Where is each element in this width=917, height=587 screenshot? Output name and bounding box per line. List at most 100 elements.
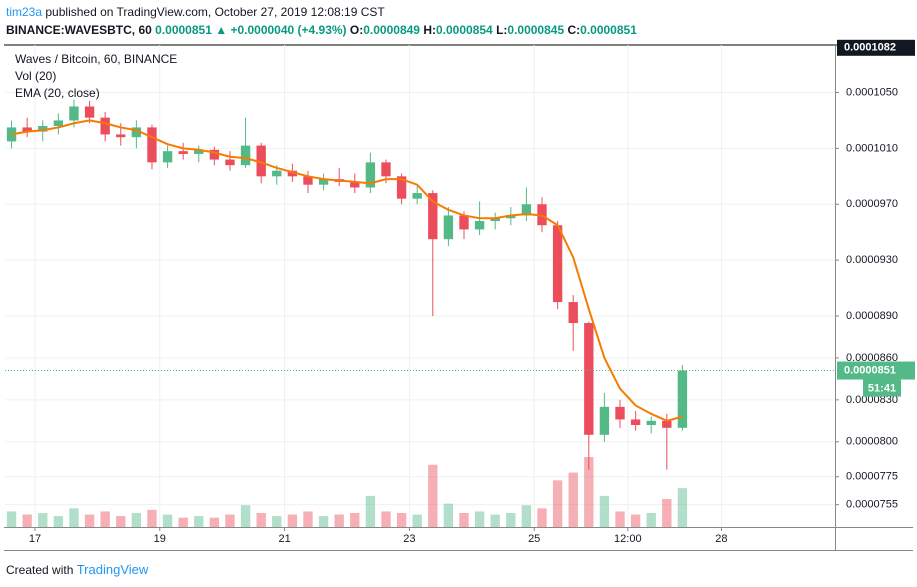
volume-bar [334, 514, 344, 527]
volume-bar [303, 511, 313, 527]
candle-body [53, 120, 64, 127]
candle-body [287, 170, 298, 177]
candle-body [568, 302, 578, 324]
candle-body [225, 159, 235, 166]
countdown-box [863, 379, 901, 397]
volume-bar [178, 517, 188, 527]
volume-bar [552, 480, 563, 527]
candle-body [521, 204, 532, 216]
y-tick-label: 0.0001010 [846, 142, 898, 154]
x-tick-label: 12:00 [614, 533, 642, 545]
volume-bar [521, 505, 532, 527]
candle-body [365, 162, 376, 188]
y-tick-label: 0.0000930 [846, 254, 898, 266]
volume-bar [365, 495, 376, 527]
candle-body [584, 323, 594, 435]
l-label: L: [496, 23, 508, 37]
candle-body [396, 176, 407, 199]
volume-bar [662, 499, 672, 527]
last-price-box [837, 361, 915, 380]
volume-bar [240, 505, 251, 527]
volume-bar [459, 513, 469, 527]
author[interactable]: tim23a [6, 5, 43, 19]
volume-bar [584, 457, 594, 527]
chart: 0.0001050 0.0001010 0.0000970 0.0000930 0.00… [4, 39, 915, 551]
candle-body [38, 126, 48, 132]
candle-body [552, 225, 563, 303]
price: 0.0000851 [155, 23, 212, 37]
volume-bar [443, 503, 454, 527]
change: +0.0000040 (+4.93%) [230, 23, 347, 37]
candle-body [22, 127, 32, 132]
y-tick-label: 0.0000800 [846, 436, 898, 448]
volume-bar [131, 513, 142, 527]
volume-bar [630, 514, 641, 527]
volume-bar [646, 513, 656, 527]
volume-bar [194, 516, 204, 527]
h: 0.0000854 [435, 23, 493, 37]
volume-bar [599, 495, 610, 527]
volume-bar [677, 488, 688, 527]
candle-body [381, 162, 391, 177]
ema-legend: EMA (20, close) [15, 86, 100, 100]
candle-body [209, 149, 220, 160]
y-tick-label: 0.0000755 [846, 499, 898, 511]
candle-body [131, 127, 142, 138]
candle-body [646, 420, 656, 426]
high-marker-box [837, 39, 915, 56]
candle-body [443, 215, 454, 240]
volume-bar [53, 516, 64, 527]
candle-body [162, 151, 173, 163]
volume-bar [615, 511, 625, 527]
volume-bar [84, 514, 95, 527]
ohlc-line: BINANCE:WAVESBTC, 60 0.0000851 ▲ +0.0000… [6, 23, 637, 37]
y-tick-label: 0.0000890 [846, 310, 898, 322]
candle-body [490, 218, 500, 222]
volume-bar [100, 511, 110, 527]
volume-bar [6, 511, 17, 527]
h-label: H: [423, 23, 436, 37]
countdown: 51:41 [868, 382, 896, 394]
volume-bar [38, 513, 48, 527]
published: published on TradingView.com, October 27… [45, 5, 385, 19]
brand[interactable]: TradingView [76, 562, 149, 577]
volume-bar [69, 508, 79, 527]
x-tick-label: 21 [278, 533, 290, 545]
candle-body [459, 215, 469, 230]
x-tick-label: 19 [154, 533, 166, 545]
y-tick-label: 0.0000830 [846, 394, 898, 406]
candle-body [677, 370, 688, 428]
x-tick-label: 28 [715, 533, 727, 545]
l: 0.0000845 [507, 23, 565, 37]
volume-bar [506, 513, 516, 527]
volume-bar [537, 508, 547, 527]
x-tick-label: 25 [528, 533, 540, 545]
arrow: ▲ [215, 23, 228, 37]
candle-body [100, 117, 110, 135]
candle-body [116, 134, 126, 138]
candle-body [178, 151, 188, 154]
volume-bar [116, 516, 126, 527]
candle-body [662, 420, 672, 428]
candle-body [318, 179, 329, 185]
volume-bar [381, 511, 391, 527]
volume-bar [22, 514, 32, 527]
volume-bar [490, 514, 500, 527]
high-marker-label: 0.0001082 [844, 42, 896, 54]
volume-bar [225, 514, 235, 527]
candle-body [428, 193, 438, 240]
c-label: C: [567, 23, 581, 37]
symbol: BINANCE:WAVESBTC, 60 [6, 23, 152, 37]
candle-body [256, 145, 266, 177]
volume-bar [428, 464, 438, 527]
chart-title: Waves / Bitcoin, 60, BINANCE [15, 52, 177, 66]
candle-body [412, 193, 422, 199]
candle-body [303, 176, 313, 185]
created: Created with [6, 563, 74, 577]
x-tick-label: 23 [403, 533, 415, 545]
x-tick-label: 17 [29, 533, 41, 545]
candle-body [84, 106, 95, 118]
o: 0.0000849 [363, 23, 420, 37]
volume-bar [396, 513, 407, 527]
